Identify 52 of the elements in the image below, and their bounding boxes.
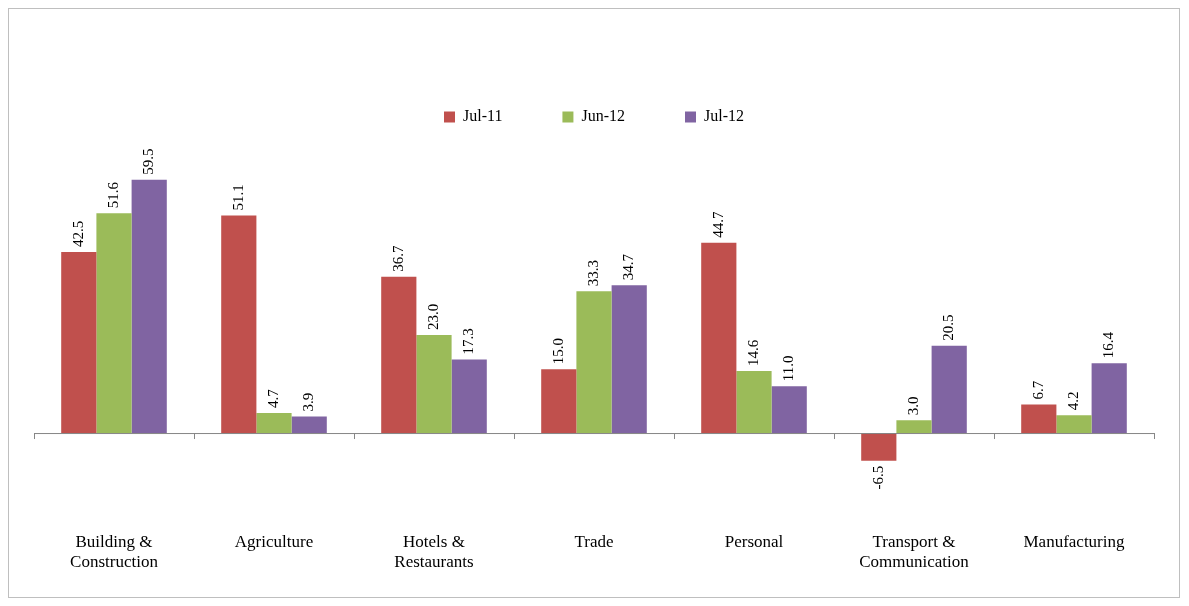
data-label: 16.4 (1100, 331, 1117, 359)
data-label: 4.2 (1064, 391, 1081, 411)
data-label: 34.7 (620, 253, 637, 281)
legend-label: Jul-11 (463, 107, 503, 125)
bar (541, 369, 577, 434)
bar (96, 213, 132, 434)
data-label: 11.0 (780, 355, 797, 382)
data-label: 3.0 (904, 396, 921, 416)
bar (1091, 363, 1127, 434)
data-label: 4.7 (264, 388, 281, 409)
bar (131, 179, 167, 434)
bar (611, 285, 647, 434)
bar (896, 420, 932, 434)
bar (576, 291, 612, 434)
bar (1021, 404, 1057, 434)
data-label: 42.5 (69, 220, 86, 248)
legend-label: Jul-12 (703, 107, 744, 125)
bar (1056, 415, 1092, 434)
data-label: 44.7 (709, 210, 726, 238)
data-label: 59.5 (140, 148, 157, 175)
data-label: 33.3 (584, 260, 601, 287)
data-label: 3.9 (300, 392, 317, 412)
x-tick-label: Personal (724, 531, 784, 551)
x-tick-label: Manufacturing (1023, 531, 1125, 551)
data-label: 23.0 (424, 303, 441, 331)
bar (701, 242, 737, 434)
data-label: 14.6 (744, 339, 761, 366)
data-label: 51.1 (229, 184, 246, 211)
x-tick-label: Trade (574, 531, 614, 551)
bar (291, 416, 327, 434)
bar (61, 252, 97, 434)
x-tick-label: Transport & Communication (859, 531, 970, 572)
data-label: -6.5 (869, 465, 886, 490)
data-label: 17.3 (460, 328, 477, 355)
x-tick-label: Hotels & Restaurants (394, 531, 474, 572)
data-label: 15.0 (549, 337, 566, 365)
bar (931, 345, 967, 434)
bar (221, 215, 257, 434)
bar (771, 386, 807, 434)
bar (381, 276, 417, 434)
bar (451, 359, 487, 434)
data-label: 51.6 (104, 181, 121, 209)
legend-label: Jun-12 (581, 107, 625, 125)
data-label: 20.5 (940, 314, 957, 341)
bar (416, 335, 452, 434)
bar (256, 413, 292, 434)
data-label: 36.7 (389, 245, 406, 272)
x-tick-label: Agriculture (234, 531, 314, 551)
bar (861, 433, 897, 461)
bar (736, 370, 772, 434)
data-label: 6.7 (1029, 380, 1046, 400)
x-tick-label: Building & Construction (70, 531, 159, 572)
